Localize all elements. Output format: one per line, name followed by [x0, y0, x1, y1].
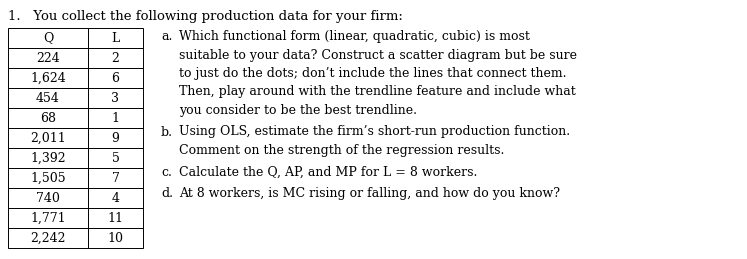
Text: 6: 6: [111, 71, 120, 84]
Text: 1,505: 1,505: [30, 171, 66, 184]
Text: to just do the dots; don’t include the lines that connect them.: to just do the dots; don’t include the l…: [179, 67, 566, 80]
Text: 5: 5: [111, 152, 120, 164]
Text: 224: 224: [36, 52, 60, 64]
Bar: [8, 88, 88, 108]
Bar: [8, 228, 88, 248]
Bar: [88, 208, 143, 228]
Text: 740: 740: [36, 191, 60, 205]
Text: 10: 10: [108, 232, 123, 244]
Bar: [88, 28, 143, 48]
Bar: [8, 168, 88, 188]
Text: Q: Q: [43, 32, 53, 45]
Text: 1.   You collect the following production data for your firm:: 1. You collect the following production …: [8, 10, 403, 23]
Text: 1,771: 1,771: [30, 212, 66, 225]
Text: 2,242: 2,242: [30, 232, 66, 244]
Text: 1: 1: [111, 112, 120, 125]
Bar: [88, 148, 143, 168]
Text: 9: 9: [111, 132, 120, 145]
Text: 1,392: 1,392: [30, 152, 66, 164]
Bar: [88, 128, 143, 148]
Bar: [88, 68, 143, 88]
Text: 68: 68: [40, 112, 56, 125]
Text: At 8 workers, is MC rising or falling, and how do you know?: At 8 workers, is MC rising or falling, a…: [179, 187, 560, 200]
Text: 2,011: 2,011: [30, 132, 66, 145]
Bar: [88, 88, 143, 108]
Text: 3: 3: [111, 91, 120, 104]
Bar: [88, 188, 143, 208]
Bar: [8, 108, 88, 128]
Text: 4: 4: [111, 191, 120, 205]
Text: d.: d.: [161, 187, 173, 200]
Bar: [8, 128, 88, 148]
Text: you consider to be the best trendline.: you consider to be the best trendline.: [179, 104, 417, 117]
Text: 7: 7: [111, 171, 120, 184]
Text: 2: 2: [111, 52, 120, 64]
Bar: [8, 68, 88, 88]
Text: Then, play around with the trendline feature and include what: Then, play around with the trendline fea…: [179, 85, 576, 98]
Text: Using OLS, estimate the firm’s short-run production function.: Using OLS, estimate the firm’s short-run…: [179, 126, 570, 139]
Text: Which functional form (linear, quadratic, cubic) is most: Which functional form (linear, quadratic…: [179, 30, 530, 43]
Bar: [8, 148, 88, 168]
Bar: [8, 48, 88, 68]
Text: L: L: [111, 32, 120, 45]
Text: 454: 454: [36, 91, 60, 104]
Bar: [8, 208, 88, 228]
Text: Comment on the strength of the regression results.: Comment on the strength of the regressio…: [179, 144, 504, 157]
Text: 1,624: 1,624: [30, 71, 66, 84]
Text: c.: c.: [161, 166, 172, 178]
Text: 11: 11: [108, 212, 123, 225]
Bar: [88, 108, 143, 128]
Text: b.: b.: [161, 126, 173, 139]
Bar: [88, 228, 143, 248]
Bar: [88, 48, 143, 68]
Text: Calculate the Q, AP, and MP for L = 8 workers.: Calculate the Q, AP, and MP for L = 8 wo…: [179, 166, 477, 178]
Bar: [88, 168, 143, 188]
Text: suitable to your data? Construct a scatter diagram but be sure: suitable to your data? Construct a scatt…: [179, 48, 577, 61]
Bar: [8, 188, 88, 208]
Bar: [8, 28, 88, 48]
Text: a.: a.: [161, 30, 173, 43]
